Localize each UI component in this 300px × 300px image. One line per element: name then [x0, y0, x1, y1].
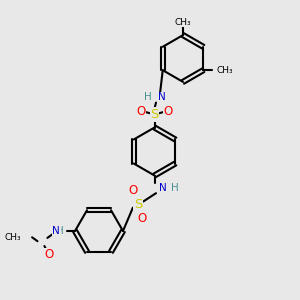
Text: N: N	[52, 226, 60, 236]
Text: O: O	[138, 212, 147, 225]
Text: N: N	[158, 92, 166, 103]
Text: S: S	[150, 108, 159, 121]
Text: H: H	[171, 183, 179, 193]
Text: O: O	[44, 248, 53, 262]
Text: O: O	[164, 105, 173, 118]
Text: H: H	[144, 92, 152, 103]
Text: H: H	[56, 226, 64, 236]
Text: CH₃: CH₃	[4, 233, 21, 242]
Text: CH₃: CH₃	[175, 18, 191, 27]
Text: N: N	[159, 183, 167, 193]
Text: S: S	[134, 198, 142, 211]
Text: O: O	[136, 105, 145, 118]
Text: CH₃: CH₃	[217, 66, 233, 75]
Text: O: O	[129, 184, 138, 197]
